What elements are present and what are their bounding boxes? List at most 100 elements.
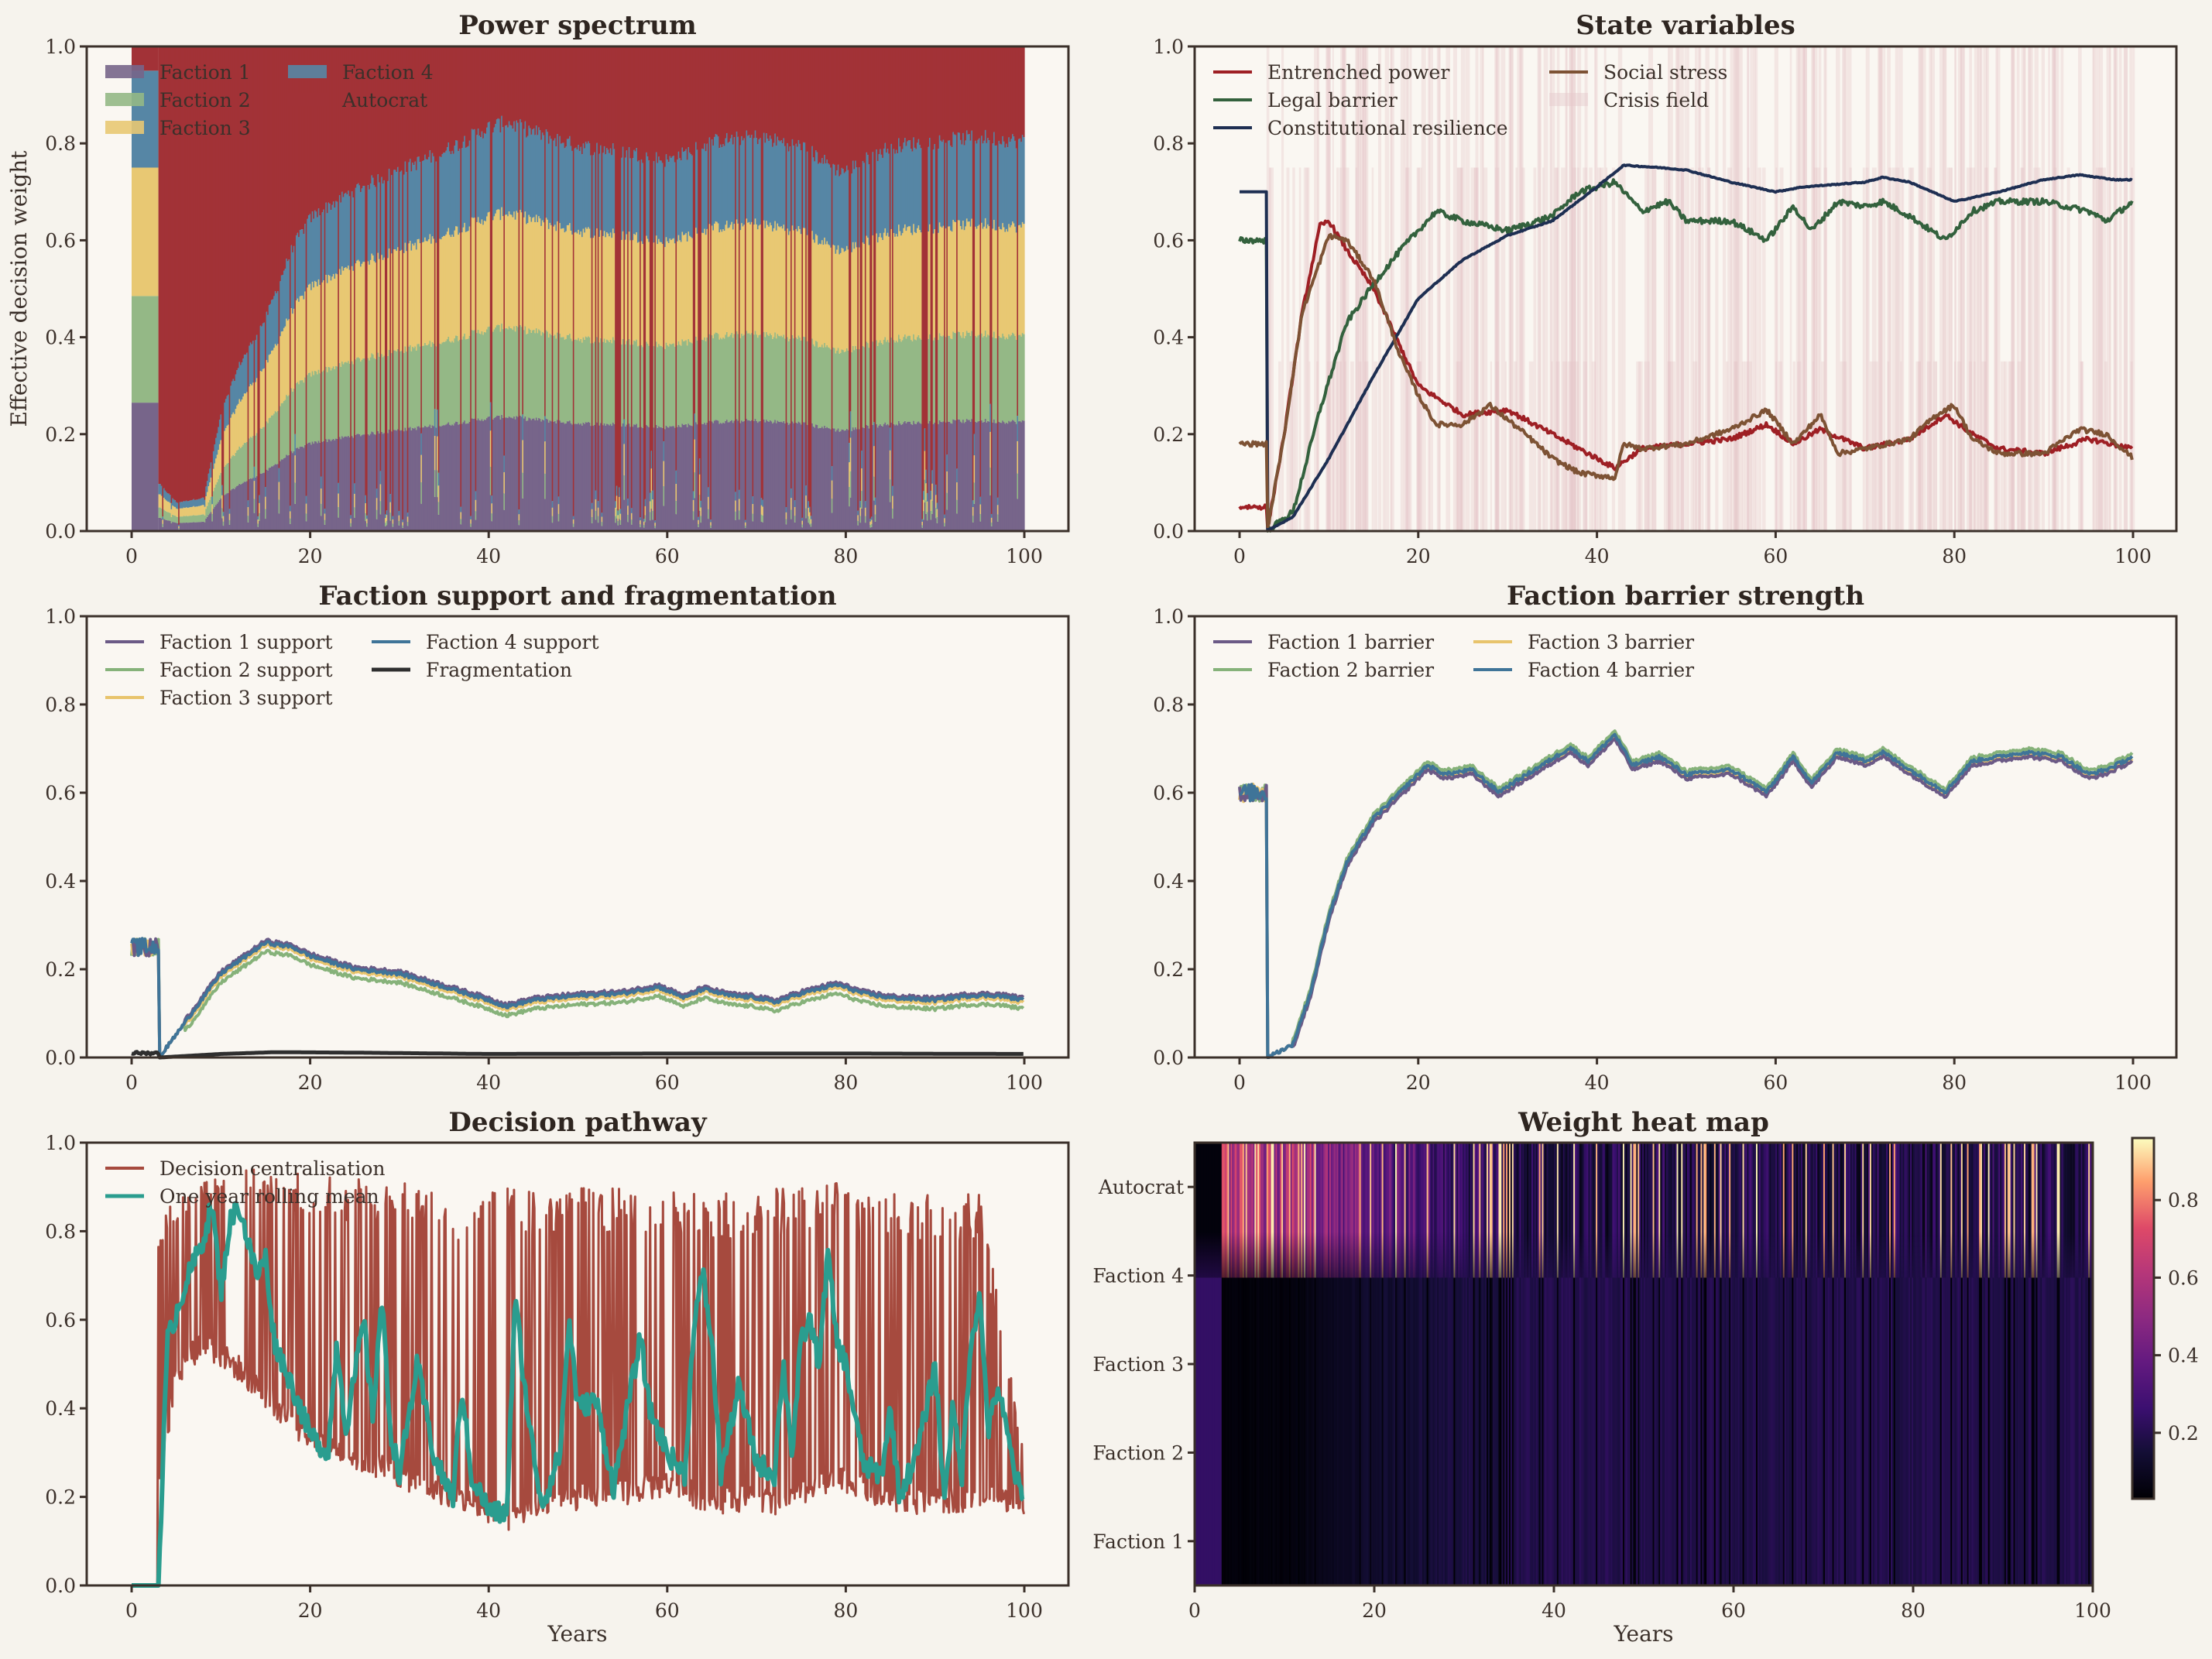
area-bar-faction-2 [605,339,609,424]
area-bar-faction-2 [529,329,532,419]
crisis-band [2036,167,2041,531]
area-bar-faction-2 [259,512,261,522]
area-bar-faction-1 [1000,423,1003,531]
area-bar-faction-4 [624,157,627,240]
area-bar-autocrat [900,46,903,153]
area-bar-faction-3 [509,214,512,328]
area-bar-faction-3 [204,506,206,516]
heatmap-cell-factions [1552,1231,1555,1585]
area-bar-autocrat [727,46,729,143]
area-bar-faction-1 [491,521,493,531]
area-bar-faction-4 [235,374,237,410]
area-bar-autocrat [753,46,756,139]
crisis-band [1305,167,1308,531]
x-tick-label: 80 [833,1071,858,1094]
area-bar-faction-2 [762,515,764,523]
area-bar-faction-4 [305,495,307,504]
area-bar-faction-2 [924,479,926,502]
area-bar-autocrat [292,46,294,252]
heatmap-cell-factions [1846,1231,1848,1585]
area-bar-autocrat [742,46,744,141]
area-bar-faction-1 [435,427,437,531]
heatmap-cell-factions [1399,1231,1402,1585]
area-bar-faction-1 [688,423,690,531]
crisis-band [1406,46,1410,531]
area-bar-faction-4 [686,159,689,242]
area-bar-faction-4 [289,506,292,512]
heatmap-cell-factions [1290,1231,1293,1585]
heatmap-cell-factions [1665,1231,1667,1585]
area-bar-faction-1 [646,426,649,531]
heatmap-cell-factions [1874,1231,1877,1585]
area-bar-faction-3 [267,362,269,423]
crisis-band [1565,46,1568,531]
area-bar-autocrat [408,46,410,163]
heatmap-cell-factions [1437,1231,1439,1585]
area-bar-autocrat [754,46,756,131]
area-bar-faction-3 [836,249,839,351]
area-bar-faction-4 [719,144,722,230]
area-bar-faction-1 [297,447,299,531]
area-bar-faction-3 [183,507,185,516]
heatmap-cell-factions [1824,1231,1827,1585]
area-bar-faction-3 [363,262,366,359]
area-bar-faction-3 [307,287,309,375]
area-bar-faction-1 [214,506,216,531]
area-bar-faction-2 [330,370,332,441]
area-bar-faction-4 [609,148,612,233]
area-bar-faction-4 [883,148,886,233]
area-bar-faction-1 [305,521,307,531]
area-bar-faction-1 [427,427,429,531]
heatmap-cell-factions [1675,1231,1678,1585]
heatmap-cell-factions [1739,1231,1742,1585]
series-line-decision-centralisation [131,1168,1025,1587]
crisis-band [1888,167,1892,531]
crisis-band [1456,361,1459,531]
area-bar-faction-3 [513,211,516,327]
heatmap-cell-factions [1612,1231,1615,1585]
area-bar-faction-2 [342,364,345,438]
area-bar-faction-1 [928,420,931,531]
area-bar-faction-2 [503,493,506,510]
area-bar-faction-4 [371,175,373,254]
area-bar-faction-4 [329,204,331,276]
area-bar-autocrat [732,46,735,145]
area-bar-faction-1 [348,437,351,531]
area-bar-faction-3 [777,223,779,334]
area-bar-faction-1 [472,418,475,531]
area-bar-faction-3 [882,239,884,344]
area-bar-autocrat [633,46,636,150]
area-bar-faction-1 [382,434,384,531]
area-bar-faction-1 [240,484,242,531]
area-bar-faction-2 [218,478,220,502]
area-bar-faction-3 [849,437,852,471]
area-bar-faction-4 [419,162,421,244]
area-bar-faction-2 [981,333,983,421]
area-bar-autocrat [534,46,537,135]
area-bar-autocrat [389,46,392,495]
heatmap-cell-factions [1410,1231,1413,1585]
area-bar-autocrat [218,46,220,427]
area-bar-faction-1 [512,418,514,531]
area-bar-autocrat [588,46,590,142]
area-bar-faction-4 [427,159,429,242]
area-bar-faction-2 [365,512,367,522]
heatmap-cell-factions [1256,1231,1258,1585]
heatmap-cell-factions [1317,1231,1320,1585]
area-bar-faction-3 [640,520,642,525]
area-bar-faction-1 [1014,421,1017,531]
area-bar-faction-3 [1002,223,1004,334]
crisis-band [1475,46,1479,531]
crisis-band [1929,46,1932,531]
area-bar-faction-2 [681,339,684,424]
area-bar-faction-2 [652,510,654,520]
area-bar-faction-3 [520,212,523,327]
area-bar-autocrat [390,46,393,176]
area-bar-autocrat [725,46,727,139]
area-bar-autocrat [814,46,818,151]
area-bar-faction-3 [946,471,948,493]
area-bar-faction-2 [884,337,887,423]
heatmap-cell-factions [1269,1231,1272,1585]
area-bar-faction-4 [376,488,378,499]
x-tick-label: 0 [1233,1071,1246,1094]
